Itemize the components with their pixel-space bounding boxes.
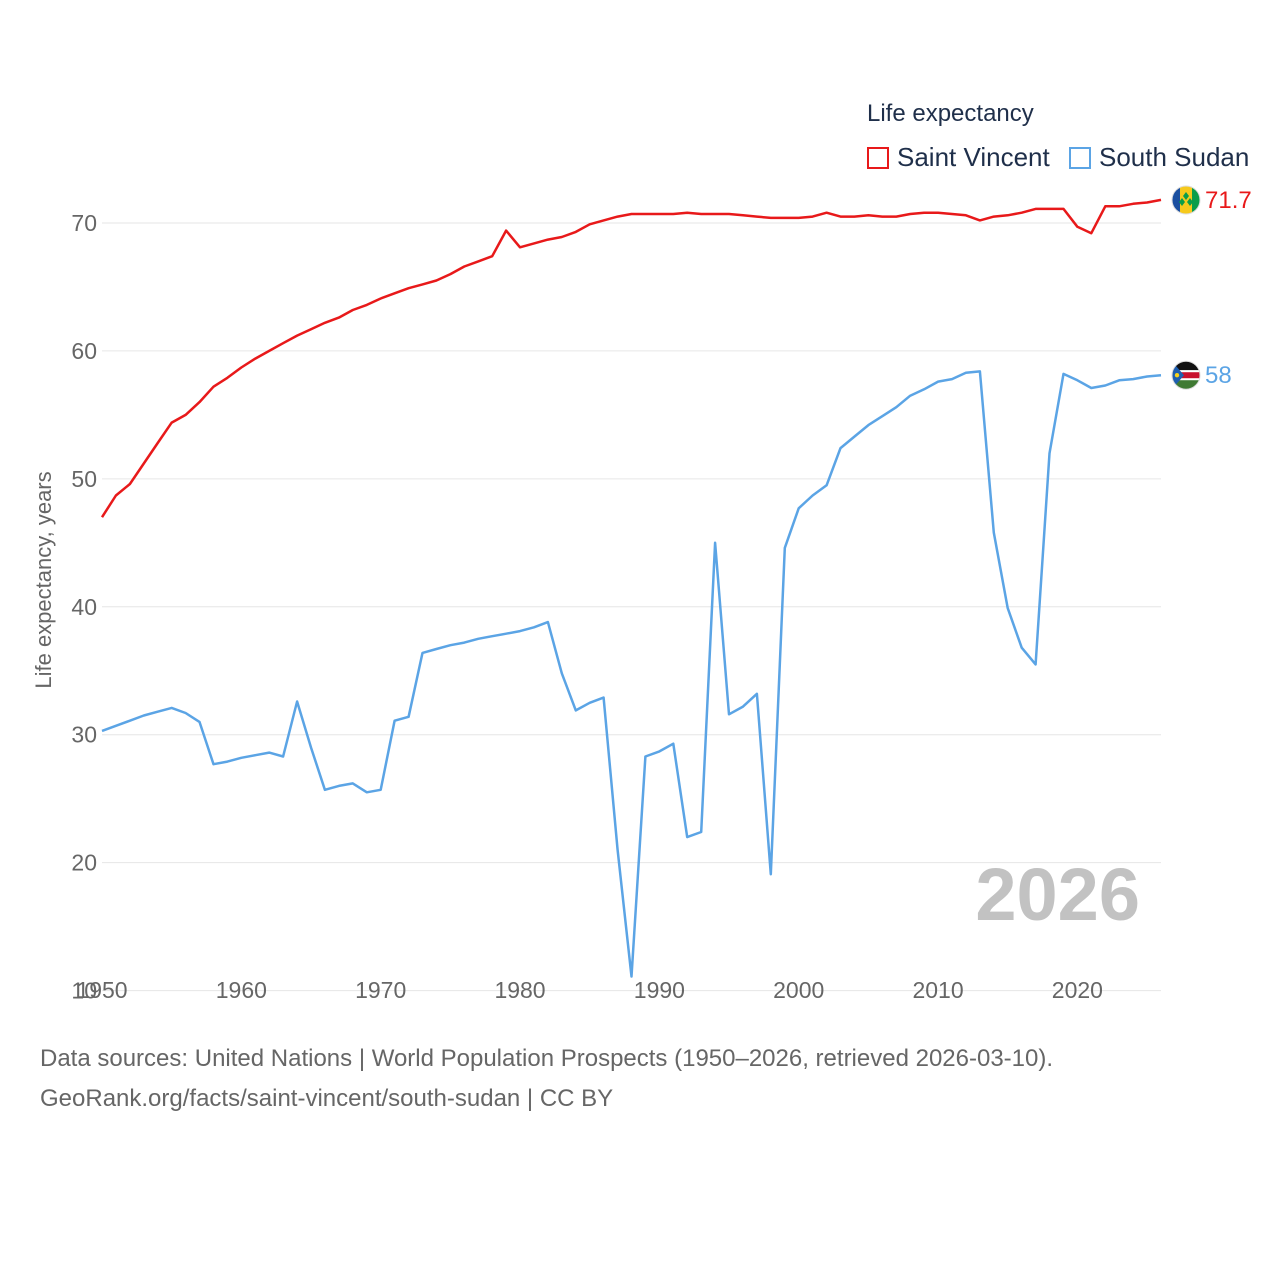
y-tick-label-20: 20 bbox=[71, 850, 97, 876]
y-tick-label-70: 70 bbox=[71, 210, 97, 236]
x-tick-label-2020: 2020 bbox=[1052, 977, 1103, 1003]
x-tick-label-1950: 1950 bbox=[76, 977, 127, 1003]
x-tick-label-1960: 1960 bbox=[216, 977, 267, 1003]
south-sudan-flag-icon bbox=[1171, 360, 1201, 390]
flag-fill-saint-vincent bbox=[1172, 185, 1200, 214]
flag-band-green bbox=[1192, 185, 1200, 214]
end-label-south-sudan: 58 bbox=[1205, 362, 1232, 389]
flag-star bbox=[1174, 373, 1180, 378]
legend-swatch-south-sudan bbox=[1069, 146, 1091, 169]
flag-band-black bbox=[1172, 361, 1200, 371]
flag-diamond-left bbox=[1179, 197, 1185, 206]
legend-item-south-sudan[interactable]: South Sudan bbox=[1069, 142, 1249, 173]
y-axis-label: Life expectancy, years bbox=[31, 471, 56, 688]
flag-diamond-top bbox=[1183, 191, 1189, 200]
series-line-saint-vincent bbox=[100, 198, 1162, 518]
flag-band-green bbox=[1172, 380, 1200, 390]
flag-diamond-right bbox=[1187, 197, 1193, 206]
footer-source: Data sources: United Nations | World Pop… bbox=[40, 1045, 1054, 1072]
series-line-south-sudan bbox=[101, 370, 1162, 978]
legend-title: Life expectancy bbox=[867, 100, 1034, 127]
saint-vincent-flag-icon bbox=[1171, 185, 1201, 215]
legend-item-saint-vincent[interactable]: Saint Vincent bbox=[867, 142, 1050, 173]
x-tick-label-1980: 1980 bbox=[494, 977, 545, 1003]
y-tick-label-60: 60 bbox=[71, 338, 97, 364]
year-watermark: 2026 bbox=[975, 853, 1140, 936]
y-tick-label-30: 30 bbox=[71, 722, 97, 748]
x-tick-label-2010: 2010 bbox=[912, 977, 963, 1003]
legend-label-south-sudan: South Sudan bbox=[1099, 142, 1250, 172]
end-label-saint-vincent: 71.7 bbox=[1205, 187, 1252, 214]
y-tick-label-40: 40 bbox=[71, 594, 97, 620]
legend-swatch-saint-vincent bbox=[867, 146, 889, 169]
x-tick-label-1990: 1990 bbox=[634, 977, 685, 1003]
y-tick-label-50: 50 bbox=[71, 466, 97, 492]
series-end-markers: 71.7 58 bbox=[1171, 185, 1252, 390]
series-lines bbox=[100, 198, 1162, 978]
flag-ring-south-sudan bbox=[1171, 360, 1201, 390]
flag-ring-saint-vincent bbox=[1171, 185, 1201, 215]
x-tick-label-2000: 2000 bbox=[773, 977, 824, 1003]
legend-label-saint-vincent: Saint Vincent bbox=[897, 142, 1050, 172]
x-tick-labels: 1950 1960 1970 1980 1990 2000 2010 2020 bbox=[76, 977, 1103, 1003]
y-tick-labels: 10 20 30 40 50 60 70 bbox=[71, 210, 97, 1004]
flag-band-red bbox=[1172, 372, 1200, 379]
y-tick-label-10: 10 bbox=[71, 978, 97, 1004]
x-tick-label-1970: 1970 bbox=[355, 977, 406, 1003]
flag-fill-south-sudan bbox=[1172, 361, 1200, 390]
grid-lines bbox=[102, 222, 1161, 992]
flag-band-blue bbox=[1172, 185, 1180, 214]
footer-link: GeoRank.org/facts/saint-vincent/south-su… bbox=[40, 1085, 614, 1112]
